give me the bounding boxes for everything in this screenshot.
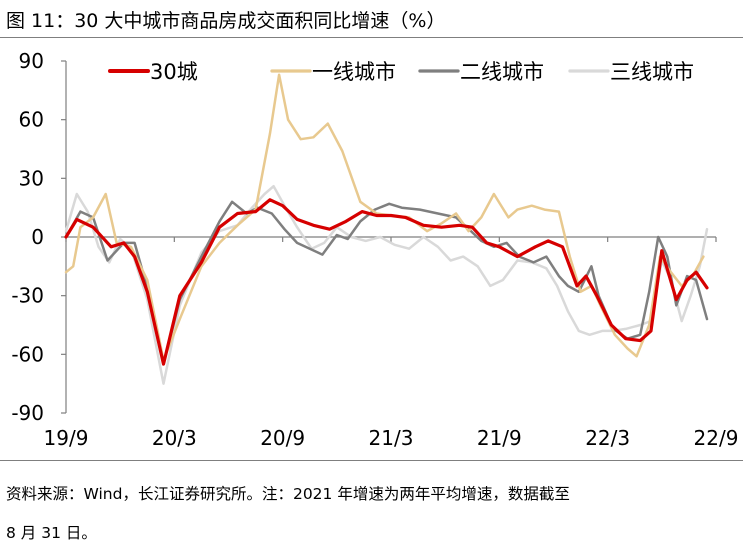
series-line-0 bbox=[64, 198, 709, 366]
x-tick-label: 21/3 bbox=[369, 426, 414, 450]
x-tick-label: 20/9 bbox=[260, 426, 305, 450]
legend-label: 30城 bbox=[150, 60, 198, 84]
x-tick-label: 22/3 bbox=[585, 426, 630, 450]
series-line-2 bbox=[64, 200, 709, 366]
x-tick-label: 19/9 bbox=[44, 426, 89, 450]
source-note: 资料来源：Wind，长江证券研究所。注：2021 年增速为两年平均增速，数据截至 bbox=[6, 485, 570, 503]
y-tick-label: 90 bbox=[19, 49, 44, 73]
x-tick-label: 21/9 bbox=[477, 426, 522, 450]
legend: 30城 一线城市 二线城市 三线城市 bbox=[108, 60, 694, 84]
source-note-continued: 8 月 31 日。 bbox=[6, 524, 97, 542]
x-tick-label: 20/3 bbox=[152, 426, 197, 450]
x-axis-ticks: 19/9 20/3 20/9 21/3 21/9 22/3 22/9 bbox=[44, 237, 739, 450]
chart-title: 图 11：30 大中城市商品房成交面积同比增速（%） bbox=[6, 10, 446, 32]
legend-label: 一线城市 bbox=[312, 60, 396, 84]
series-group bbox=[64, 73, 709, 385]
y-tick-label: 60 bbox=[19, 108, 44, 132]
y-tick-label: 0 bbox=[31, 225, 44, 249]
series-line-3 bbox=[64, 184, 709, 385]
y-tick-label: -60 bbox=[11, 342, 44, 366]
y-tick-label: -30 bbox=[11, 284, 44, 308]
line-chart: 90 60 30 0 -30 -60 -90 19/9 20/3 20/9 21/3 21/9 22/… bbox=[11, 49, 739, 450]
legend-label: 二线城市 bbox=[460, 60, 544, 84]
x-tick-label: 22/9 bbox=[694, 426, 739, 450]
legend-label: 三线城市 bbox=[610, 60, 694, 84]
y-tick-label: -90 bbox=[11, 401, 44, 425]
y-axis-ticks: 90 60 30 0 -30 -60 -90 bbox=[11, 49, 66, 425]
footer-divider bbox=[0, 460, 743, 461]
y-tick-label: 30 bbox=[19, 166, 44, 190]
title-divider bbox=[0, 37, 743, 38]
